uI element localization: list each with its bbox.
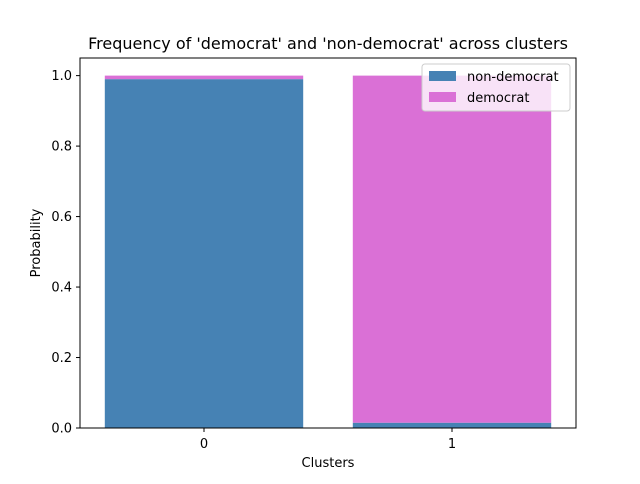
legend-box <box>421 63 571 112</box>
y-axis: 0.0 0.2 0.4 0.6 0.8 1.0 <box>51 69 80 437</box>
y-tick-label: 0.0 <box>51 422 72 437</box>
bar-democrat-cluster-0 <box>104 75 304 80</box>
y-tick-label: 0.8 <box>51 140 72 155</box>
x-tick-label: 1 <box>448 437 456 452</box>
legend-label-democrat: democrat <box>467 91 529 106</box>
y-tick-label: 1.0 <box>51 69 72 84</box>
y-tick-label: 0.2 <box>51 351 72 366</box>
y-axis-label: Probability <box>29 208 44 277</box>
y-tick-label: 0.6 <box>51 210 72 225</box>
bars-layer <box>104 75 552 429</box>
legend-swatch-non-democrat <box>429 71 456 81</box>
legend-label-non-democrat: non-democrat <box>467 70 559 85</box>
legend: non-democrat democrat <box>421 63 571 112</box>
x-tick-label: 0 <box>200 437 208 452</box>
bar-democrat-cluster-1 <box>352 75 552 423</box>
chart-title: Frequency of 'democrat' and 'non-democra… <box>88 34 568 53</box>
legend-swatch-democrat <box>429 92 456 102</box>
y-tick-label: 0.4 <box>51 281 72 296</box>
bar-non-democrat-cluster-0 <box>104 79 304 429</box>
plot-frame <box>79 57 577 429</box>
bar-non-democrat-cluster-1 <box>352 422 552 428</box>
x-axis-label: Clusters <box>302 456 355 471</box>
